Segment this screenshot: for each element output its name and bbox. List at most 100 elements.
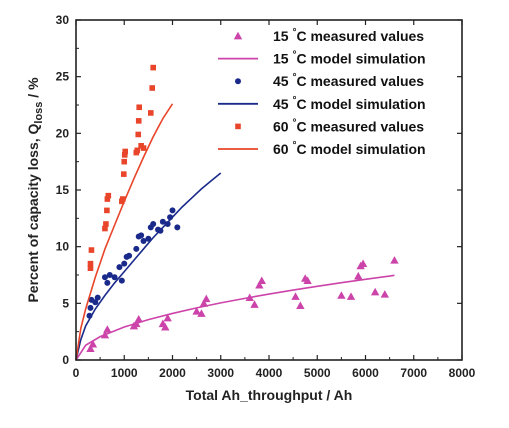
legend-item: 15 °C measured values (233, 27, 424, 44)
legend-label-temp: 45 (273, 96, 292, 112)
legend-label: 60 °C model simulation (273, 140, 426, 157)
data-point (199, 299, 209, 307)
x-tick-label: 6000 (352, 366, 379, 380)
legend-swatch-marker (235, 123, 241, 130)
plot-frame (75, 19, 463, 361)
data-point (101, 274, 108, 281)
data-point (106, 272, 113, 278)
data-point (150, 64, 156, 71)
data-point (120, 196, 126, 202)
legend-label-temp: 15 (273, 51, 292, 67)
data-point (296, 301, 305, 309)
data-point (370, 287, 380, 296)
series-group (75, 274, 395, 361)
x-tick-label: 7000 (400, 366, 427, 380)
legend-label-degree: ° (292, 27, 296, 38)
data-point (135, 131, 142, 138)
x-tick-label: 3000 (207, 366, 234, 380)
data-point (140, 238, 147, 244)
data-point (257, 276, 266, 285)
legend-label-degree: ° (292, 72, 296, 83)
data-point (88, 247, 95, 253)
data-point (358, 259, 368, 268)
series-line (75, 172, 222, 361)
data-point (159, 218, 166, 225)
data-point (134, 315, 143, 323)
axis-layer: 0 1000 2000 3000 4000 5000 6000 7000 8000 0 5 10 15 2… (56, 13, 476, 380)
y-tick-label: 15 (56, 183, 70, 197)
data-point (255, 281, 264, 289)
legend-label-text: C measured values (296, 118, 424, 134)
data-point (104, 207, 110, 214)
y-tick-label: 10 (56, 240, 70, 254)
data-point (147, 110, 154, 116)
legend-swatch-marker (235, 78, 241, 85)
data-point (94, 294, 101, 301)
legend-label-text: C model simulation (296, 141, 425, 157)
x-tick-label: 2000 (159, 366, 186, 380)
data-point (116, 264, 123, 271)
data-point (136, 104, 143, 111)
data-point (197, 309, 206, 317)
data-point (164, 221, 171, 227)
series-group (75, 103, 174, 361)
y-tick-label: 5 (62, 296, 69, 310)
data-point (192, 307, 201, 315)
data-point (169, 207, 176, 214)
data-point (120, 171, 127, 177)
data-point (104, 196, 111, 202)
legend-item: 60 °C measured values (235, 117, 424, 134)
series-line (75, 274, 395, 361)
legend-item: 60 °C model simulation (218, 140, 426, 157)
data-point (121, 158, 128, 165)
y-axis-title-main: Percent of capacity loss, Q (25, 123, 41, 302)
legend-label-degree: ° (292, 95, 296, 106)
legend-label-text: C model simulation (296, 96, 425, 112)
data-point (250, 300, 259, 308)
data-point (118, 277, 125, 284)
x-tick-label: 8000 (449, 366, 476, 380)
legend-label-text: C model simulation (296, 51, 425, 67)
data-point (103, 221, 109, 227)
data-point (121, 260, 128, 267)
legend-label-degree: ° (292, 140, 296, 151)
legend-item: 45 °C measured values (235, 72, 424, 89)
data-point (202, 294, 211, 303)
series-group (86, 207, 181, 319)
data-point (122, 148, 129, 155)
data-point (133, 245, 140, 252)
series-layer (75, 64, 399, 361)
data-point (150, 221, 157, 227)
data-point (102, 225, 108, 232)
legend-item: 45 °C model simulation (218, 95, 426, 112)
data-point (92, 299, 99, 306)
data-point (149, 85, 156, 91)
y-axis-title-subscript: loss (33, 102, 45, 124)
data-point (87, 260, 94, 267)
legend-label-temp: 60 (273, 118, 292, 134)
y-axis-title: Percent of capacity loss, Qloss / % (25, 77, 45, 303)
data-point (134, 147, 141, 154)
data-point (346, 292, 356, 300)
data-point (87, 265, 94, 271)
legend-label: 45 °C model simulation (273, 95, 426, 112)
legend-label-temp: 45 (273, 73, 292, 89)
legend-label-text: C measured values (296, 28, 424, 44)
x-tick-label: 0 (73, 366, 80, 380)
data-point (291, 292, 300, 300)
legend-label: 15 °C measured values (273, 27, 424, 44)
data-point (111, 274, 118, 281)
data-point (145, 235, 152, 242)
y-tick-label: 0 (62, 353, 69, 367)
data-point (87, 304, 94, 311)
data-point (163, 313, 172, 322)
legend-label-degree: ° (292, 50, 296, 61)
y-tick-label: 25 (56, 70, 70, 84)
data-point (105, 192, 112, 199)
series-group (86, 256, 399, 353)
data-point (138, 232, 145, 239)
legend-swatch-marker (233, 31, 243, 40)
x-tick-label: 1000 (111, 366, 138, 380)
